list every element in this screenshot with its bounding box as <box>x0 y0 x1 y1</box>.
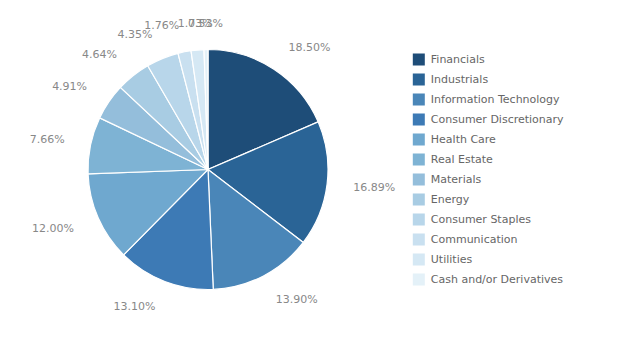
data-label: 1.76% <box>144 19 179 32</box>
legend-swatch <box>413 194 425 206</box>
legend-label: Real Estate <box>431 153 493 166</box>
legend-label: Energy <box>431 193 470 206</box>
legend-label: Cash and/or Derivatives <box>431 273 563 286</box>
legend-swatch <box>413 234 425 246</box>
legend-item: Utilities <box>413 253 473 266</box>
legend-item: Financials <box>413 53 485 66</box>
legend-swatch <box>413 94 425 106</box>
legend-item: Health Care <box>413 133 496 146</box>
legend-item: Industrials <box>413 73 489 86</box>
legend-swatch <box>413 114 425 126</box>
pie <box>88 50 328 290</box>
legend-swatch <box>413 254 425 266</box>
pie-slice <box>191 50 208 170</box>
legend-item: Materials <box>413 173 482 186</box>
pie-slice <box>208 170 303 290</box>
legend-label: Materials <box>431 173 482 186</box>
legend-label: Financials <box>431 53 485 66</box>
legend-swatch <box>413 74 425 86</box>
legend-label: Industrials <box>431 73 489 86</box>
legend-item: Consumer Discretionary <box>413 113 564 126</box>
data-label: 18.50% <box>288 41 330 54</box>
legend-swatch <box>413 134 425 146</box>
legend-swatch <box>413 174 425 186</box>
data-label: 13.10% <box>113 300 155 313</box>
data-label: 13.90% <box>276 293 318 306</box>
legend-swatch <box>413 274 425 286</box>
legend-label: Consumer Discretionary <box>431 113 564 126</box>
data-labels: 18.50% 16.89% 13.90% 13.10% 12.00% 7.66% 4.91%… <box>30 17 396 313</box>
legend-item: Energy <box>413 193 470 206</box>
data-label: 16.89% <box>353 181 395 194</box>
legend-item: Information Technology <box>413 93 560 106</box>
legend-swatch <box>413 154 425 166</box>
legend-item: Consumer Staples <box>413 213 531 226</box>
data-label: 4.91% <box>52 80 87 93</box>
data-label: 4.64% <box>82 48 117 61</box>
legend-item: Cash and/or Derivatives <box>413 273 563 286</box>
data-label: 0.53% <box>188 17 223 30</box>
legend-label: Communication <box>431 233 518 246</box>
legend-label: Information Technology <box>431 93 560 106</box>
data-label: 12.00% <box>32 222 74 235</box>
legend-label: Health Care <box>431 133 496 146</box>
legend-item: Communication <box>413 233 518 246</box>
pie-slice <box>204 50 208 170</box>
legend-label: Utilities <box>431 253 473 266</box>
legend-label: Consumer Staples <box>431 213 531 226</box>
pie-slice <box>88 170 208 255</box>
legend-swatch <box>413 214 425 226</box>
legend-swatch <box>413 54 425 66</box>
data-label: 7.66% <box>30 133 65 146</box>
legend: Financials Industrials Information Technol… <box>413 53 564 286</box>
legend-item: Real Estate <box>413 153 493 166</box>
chart: 18.50% 16.89% 13.90% 13.10% 12.00% 7.66% 4.91%… <box>0 0 640 339</box>
